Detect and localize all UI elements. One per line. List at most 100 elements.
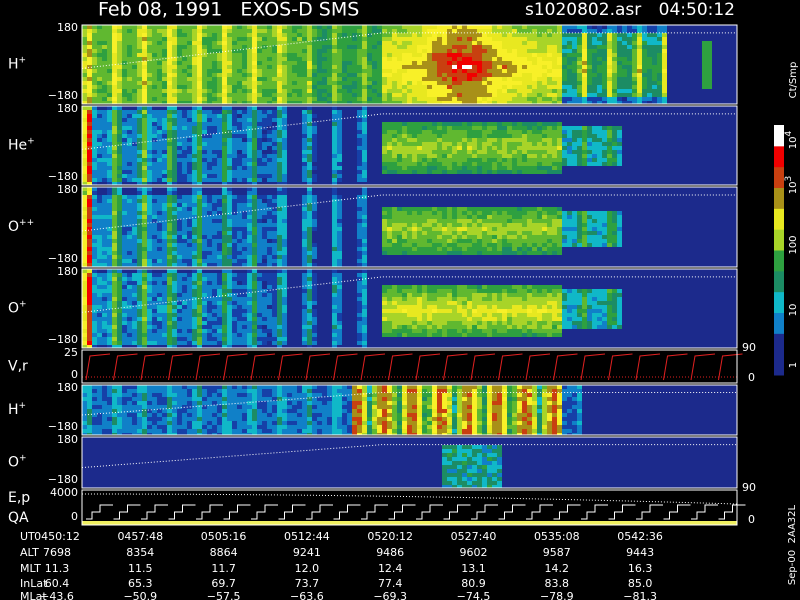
spectrogram-cell [572,61,577,65]
spectrogram-cell [547,142,552,146]
spectrogram-cell [552,227,557,231]
spectrogram-cell [602,231,607,235]
spectrogram-cell [257,122,262,126]
spectrogram-cell [532,211,537,215]
spectrogram-cell [427,53,432,57]
spectrogram-cell [117,73,122,77]
spectrogram-cell [557,81,562,85]
spectrogram-cell [377,97,382,101]
spectrogram-cell [207,77,212,81]
spectrogram-cell [567,138,572,142]
spectrogram-cell [202,61,207,65]
colorbar-unit: Ct/Smp [788,62,799,99]
spectrogram-cell [587,93,592,97]
spectrogram-cell [602,85,607,89]
spectrogram-cell [282,29,287,33]
spectrogram-cell [222,122,227,126]
spectrogram-cell [132,61,137,65]
spectrogram-cell [482,227,487,231]
spectrogram-cell [447,89,452,93]
spectrogram-cell [637,29,642,33]
spectrogram-cell [597,81,602,85]
spectrogram-cell [562,211,567,215]
spectrogram-cell [617,150,622,154]
spectrogram-cell [517,158,522,162]
spectrogram-cell [272,178,277,182]
spectrogram-cell [262,203,267,207]
spectrogram-cell [82,142,87,146]
spectrogram-cell [512,29,517,33]
spectrogram-cell [262,49,267,53]
spectrogram-cell [302,207,307,211]
spectrogram-cell [617,85,622,89]
spectrogram-cell [222,93,227,97]
spectrogram-cell [407,243,412,247]
spectrogram-cell [552,126,557,130]
spectrogram-cell [207,29,212,33]
spectrogram-cell [332,138,337,142]
spectrogram-cell [357,37,362,41]
spectrogram-cell [387,227,392,231]
spectrogram-cell [327,49,332,53]
spectrogram-cell [172,203,177,207]
spectrogram-cell [147,69,152,73]
spectrogram-cell [232,114,237,118]
spectrogram-cell [522,142,527,146]
spectrogram-cell [387,207,392,211]
spectrogram-cell [132,77,137,81]
spectrogram-cell [552,219,557,223]
spectrogram-cell [232,215,237,219]
spectrogram-cell [392,166,397,170]
spectrogram-cell [257,41,262,45]
spectrogram-cell [617,69,622,73]
spectrogram-cell [157,162,162,166]
spectrogram-cell [307,57,312,61]
spectrogram-cell [482,239,487,243]
spectrogram-cell [507,207,512,211]
spectrogram-cell [247,178,252,182]
spectrogram-cell [477,162,482,166]
spectrogram-cell [547,154,552,158]
spectrogram-cell [217,122,222,126]
spectrogram-cell [582,45,587,49]
spectrogram-cell [307,37,312,41]
spectrogram-cell [642,33,647,37]
spectrogram-cell [432,231,437,235]
spectrogram-cell [112,29,117,33]
spectrogram-cell [197,106,202,110]
spectrogram-cell [337,178,342,182]
spectrogram-cell [592,85,597,89]
spectrogram-cell [452,25,457,29]
spectrogram-cell [557,239,562,243]
spectrogram-cell [627,45,632,49]
spectrogram-cell [82,33,87,37]
spectrogram-cell [82,239,87,243]
spectrogram-cell [537,101,542,104]
spectrogram-cell [562,239,567,243]
spectrogram-cell [142,150,147,154]
spectrogram-cell [247,203,252,207]
spectrogram-cell [417,69,422,73]
spectrogram-cell [447,166,452,170]
spectrogram-cell [272,227,277,231]
spectrogram-cell [87,134,92,138]
spectrogram-cell [252,37,257,41]
spectrogram-cell [162,114,167,118]
spectrogram-cell [412,122,417,126]
spectrogram-cell [107,187,112,191]
spectrogram-cell [187,126,192,130]
spectrogram-cell [252,65,257,69]
spectrogram-cell [152,215,157,219]
spectrogram-cell [387,170,392,174]
spectrogram-cell [662,41,667,45]
spectrogram-cell [237,49,242,53]
spectrogram-cell [187,146,192,150]
spectrogram-cell [247,101,252,104]
spectrogram-cell [122,195,127,199]
spectrogram-cell [262,37,267,41]
spectrogram-cell [247,81,252,85]
spectrogram-cell [517,170,522,174]
spectrogram-cell [187,114,192,118]
spectrogram-cell [607,146,612,150]
spectrogram-cell [572,41,577,45]
